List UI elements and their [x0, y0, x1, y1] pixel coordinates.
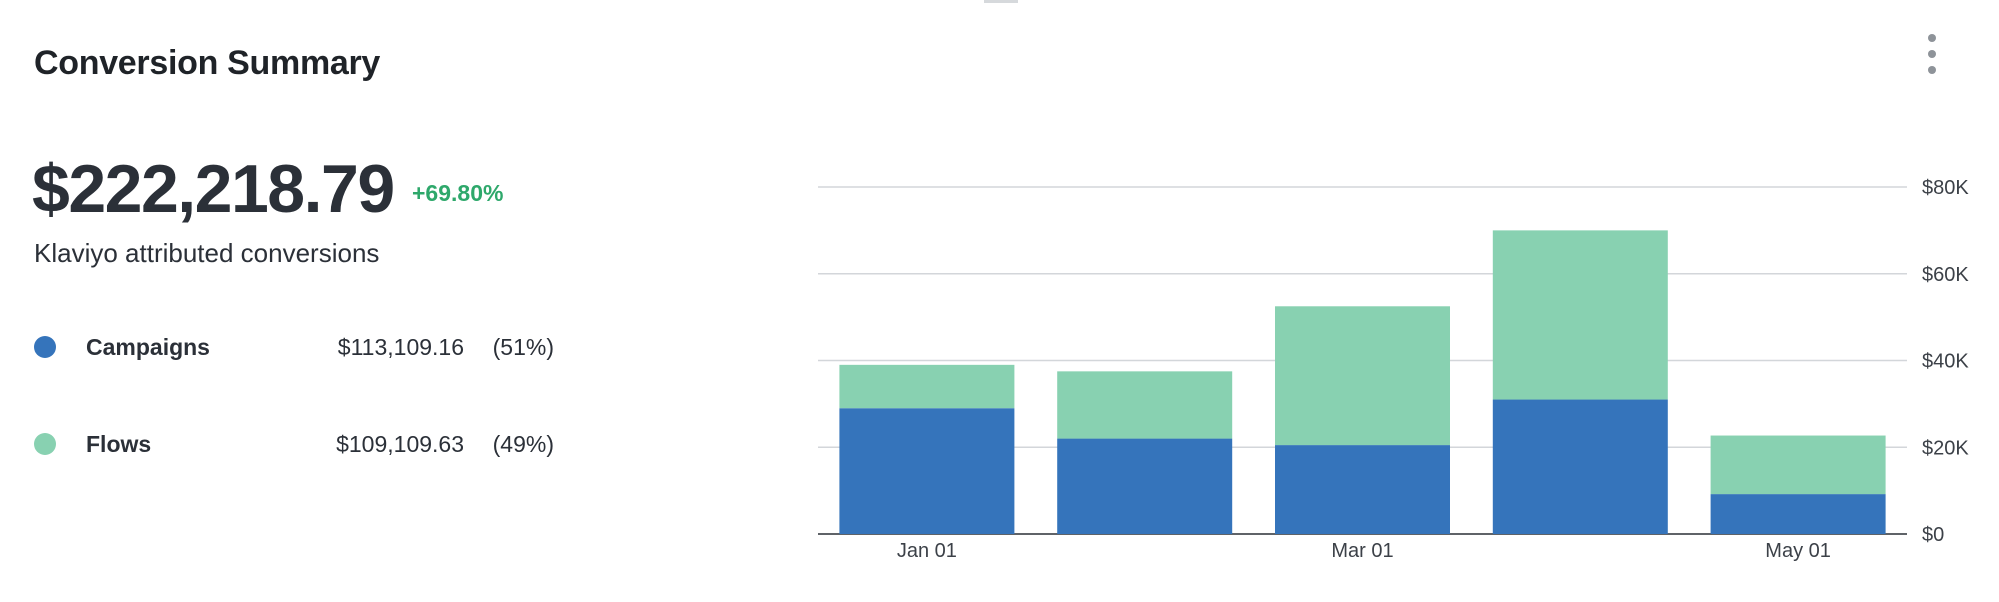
bar-campaigns	[1492, 399, 1668, 534]
bar-campaigns	[1057, 438, 1233, 534]
legend-label: Flows	[86, 430, 152, 457]
y-tick-label: $20K	[1922, 437, 1969, 459]
kebab-dot	[1928, 34, 1936, 42]
card-title: Conversion Summary	[34, 44, 381, 82]
kebab-menu-icon[interactable]	[1920, 34, 1944, 74]
y-tick-label: $60K	[1922, 264, 1969, 286]
campaigns-dot-icon	[34, 336, 56, 358]
bar-campaigns	[839, 408, 1015, 534]
top-drag-handle	[984, 0, 1018, 3]
flows-dot-icon	[34, 433, 56, 455]
legend-item-campaigns: Campaigns $113,109.16 (51%)	[34, 327, 554, 367]
x-tick-label: May 01	[1765, 540, 1831, 562]
bar-flows	[839, 364, 1015, 409]
bar-flows	[1057, 371, 1233, 439]
y-tick-label: $80K	[1922, 177, 1969, 199]
kebab-dot	[1928, 50, 1936, 58]
change-percentage-badge: +69.80%	[412, 180, 504, 206]
total-conversions-value: $222,218.79	[32, 151, 395, 227]
bar-flows	[1710, 435, 1886, 495]
legend-value: $109,109.63	[336, 430, 464, 457]
bar-campaigns	[1275, 445, 1450, 534]
y-tick-label: $40K	[1922, 351, 1969, 373]
bar-campaigns	[1710, 494, 1886, 534]
legend-label: Campaigns	[86, 333, 210, 360]
legend-value: $113,109.16	[337, 333, 464, 360]
legend-percentage: (51%)	[492, 333, 554, 360]
legend-item-flows: Flows $109,109.63 (49%)	[34, 424, 554, 464]
legend-percentage: (49%)	[492, 430, 554, 457]
x-tick-label: Mar 01	[1331, 540, 1393, 562]
kebab-dot	[1928, 66, 1936, 74]
total-conversions-label: Klaviyo attributed conversions	[34, 238, 380, 268]
bar-flows	[1275, 306, 1450, 446]
bar-flows	[1492, 230, 1668, 400]
y-tick-label: $0	[1922, 524, 1944, 546]
x-tick-label: Jan 01	[897, 540, 957, 562]
